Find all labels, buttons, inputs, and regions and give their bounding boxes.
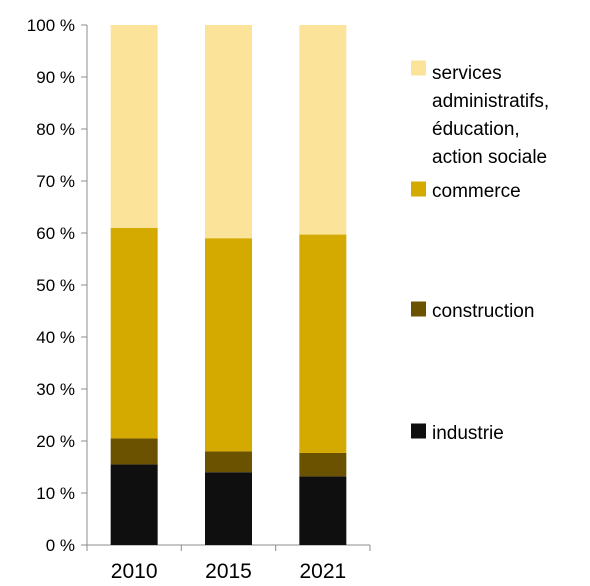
bar-segment-construction xyxy=(110,438,158,465)
legend-swatch xyxy=(411,60,426,76)
y-tick-label: 60 % xyxy=(36,224,75,243)
bar-segment-industrie xyxy=(299,476,347,545)
legend-label: services administratifs, éducation, action … xyxy=(432,63,549,168)
bar-segment-commerce xyxy=(205,238,252,452)
y-tick-label: 30 % xyxy=(36,380,75,399)
y-tick-label: 70 % xyxy=(36,172,75,191)
legend-swatch xyxy=(411,181,426,197)
legend-label: commerce xyxy=(432,181,521,202)
y-tick-label: 80 % xyxy=(36,120,75,139)
legend-swatch xyxy=(411,423,426,439)
y-tick-label: 90 % xyxy=(36,68,75,87)
legend-swatch xyxy=(411,301,426,317)
y-tick-label: 20 % xyxy=(36,432,75,451)
bar-segment-construction xyxy=(299,452,347,477)
legend-label: construction xyxy=(432,301,534,322)
bar-segment-commerce xyxy=(299,234,347,453)
x-category-label: 2015 xyxy=(205,560,252,583)
x-category-label: 2021 xyxy=(299,560,346,583)
bars xyxy=(110,25,347,545)
axes: 0 % 10 % 20 % 30 % 40 % 50 % 60 % 70 % 80 % 90 % 1… xyxy=(27,16,371,583)
bar-segment-construction xyxy=(205,451,252,473)
y-tick-label: 10 % xyxy=(36,484,75,503)
y-tick-label: 100 % xyxy=(27,16,75,35)
y-tick-label: 40 % xyxy=(36,328,75,347)
bar-segment-services xyxy=(110,25,158,228)
y-tick-label: 50 % xyxy=(36,276,75,295)
legend: industrie construction commerce services adm… xyxy=(411,60,549,444)
x-category-label: 2010 xyxy=(111,560,158,583)
bar-segment-services xyxy=(205,25,252,239)
legend-label: industrie xyxy=(432,423,504,444)
bar-segment-industrie xyxy=(205,472,252,545)
bar-segment-services xyxy=(299,25,347,235)
bar-segment-industrie xyxy=(110,464,158,545)
y-tick-label: 0 % xyxy=(46,536,75,555)
bar-segment-commerce xyxy=(110,227,158,439)
